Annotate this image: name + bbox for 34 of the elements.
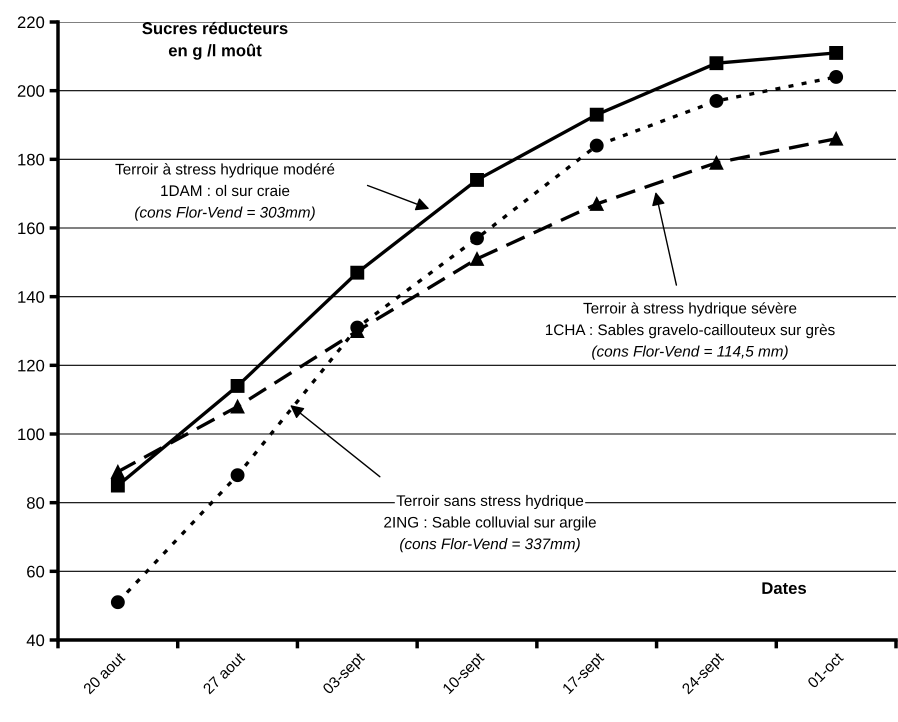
point <box>709 94 724 108</box>
point <box>230 468 245 482</box>
y-tick-label: 100 <box>18 428 44 440</box>
annotation: Terroir à stress hydrique modéré 1DAM : ol sur craie (cons Flor-Vend = 303mm) <box>115 163 334 221</box>
annotation: Terroir à stress hydrique sévère 1CHA : Sables gravelo-caillouteux sur grès (cons Flor-Vend = 114,5 mm) <box>546 302 835 360</box>
point <box>110 464 125 479</box>
point <box>470 172 484 187</box>
point <box>230 400 245 414</box>
x-axis-title: Dates <box>762 582 806 594</box>
point <box>110 478 125 492</box>
point <box>350 266 364 280</box>
y-tick-label: 60 <box>27 566 44 578</box>
point <box>470 231 484 246</box>
point <box>829 70 844 84</box>
point <box>230 378 245 393</box>
point <box>110 595 125 610</box>
y-tick-label: 40 <box>26 634 44 646</box>
point <box>829 46 844 60</box>
y-tick-label: 160 <box>18 222 44 234</box>
point <box>590 197 604 211</box>
point <box>590 138 604 153</box>
y-tick-label: 180 <box>18 154 44 166</box>
y-tick-label: 140 <box>18 291 44 303</box>
point <box>590 108 604 122</box>
y-tick-label: 120 <box>18 360 44 372</box>
y-tick-label: 200 <box>18 85 44 97</box>
y-tick-label: 220 <box>18 16 44 28</box>
point <box>709 56 724 70</box>
point <box>829 132 844 146</box>
y-axis-title: Sucres réducteurs en g /l moût <box>142 22 288 60</box>
y-tick-label: 80 <box>26 497 44 509</box>
annotation: Terroir sans stress hydrique 2ING : Sable colluvial sur argile (cons Flor-Vend = 337mm) <box>384 494 596 552</box>
point <box>470 252 484 266</box>
point <box>709 156 724 170</box>
